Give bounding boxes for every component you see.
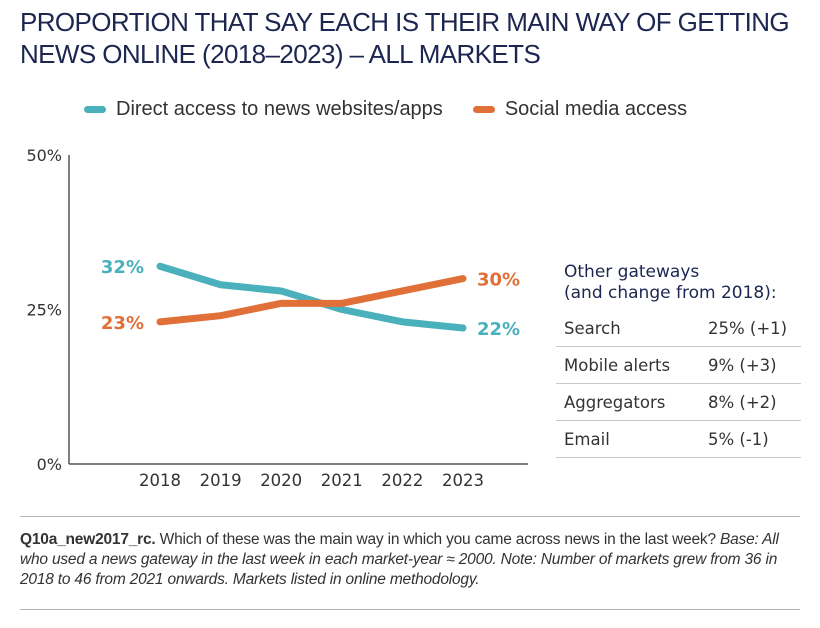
x-tick-label: 2020 (260, 471, 302, 490)
other-gateways-title: Other gateways (and change from 2018): (556, 262, 801, 304)
chart-title: PROPORTION THAT SAY EACH IS THEIR MAIN W… (20, 7, 790, 69)
x-tick-label: 2022 (381, 471, 423, 490)
gateway-row: Mobile alerts 9% (+3) (556, 347, 801, 384)
footnote-question-id: Q10a_new2017_rc. (20, 531, 156, 548)
gateway-value: 8% (+2) (708, 392, 777, 412)
footnote-base-note: Base: All who used a news gateway in the… (20, 531, 779, 588)
other-gateways-panel: Other gateways (and change from 2018): S… (556, 262, 801, 458)
x-tick-label: 2021 (321, 471, 363, 490)
legend-swatch-social (472, 106, 495, 113)
gateway-value: 5% (-1) (708, 429, 769, 449)
line-chart: 0% 25% 50% 2018 2019 2020 2021 2022 2023 32% 22%… (26, 146, 528, 490)
y-tick-label: 50% (26, 146, 62, 165)
x-tick-labels: 2018 2019 2020 2021 2022 2023 (139, 471, 484, 490)
data-label-end: 30% (477, 270, 520, 291)
x-tick-label: 2019 (200, 471, 242, 490)
data-label-start: 23% (101, 313, 144, 334)
legend-swatch-direct (84, 106, 106, 113)
y-tick-labels: 0% 25% 50% (26, 146, 62, 474)
gateway-name: Search (564, 318, 621, 338)
footnote: Q10a_new2017_rc. Which of these was the … (20, 530, 810, 590)
y-tick-label: 25% (26, 301, 62, 320)
data-label-start: 32% (101, 257, 144, 278)
series-lines (156, 262, 467, 332)
legend-label-social: Social media access (504, 98, 688, 120)
legend-label-direct: Direct access to news websites/apps (116, 98, 443, 120)
footnote-bottom-divider (20, 609, 800, 610)
data-label-end: 22% (477, 319, 520, 340)
gateway-row: Search 25% (+1) (556, 310, 801, 347)
gateway-name: Aggregators (564, 392, 666, 412)
other-gateways-title-line1: Other gateways (564, 262, 700, 282)
y-tick-label: 0% (37, 455, 62, 474)
series-line-social (156, 275, 467, 326)
gateway-name: Mobile alerts (564, 355, 671, 375)
gateway-row: Aggregators 8% (+2) (556, 384, 801, 421)
gateway-value: 9% (+3) (708, 355, 777, 375)
other-gateways-title-line2: (and change from 2018): (564, 283, 777, 303)
data-labels: 32% 22% 23% 30% (101, 257, 520, 340)
legend: Direct access to news websites/apps Soci… (84, 98, 717, 121)
gateway-value: 25% (+1) (708, 318, 788, 338)
legend-item-direct: Direct access to news websites/apps (84, 98, 443, 121)
x-tick-label: 2018 (139, 471, 181, 490)
footnote-question-text: Which of these was the main way in which… (155, 531, 720, 548)
gateway-row: Email 5% (-1) (556, 421, 801, 458)
legend-item-social: Social media access (472, 98, 688, 121)
x-tick-label: 2023 (442, 471, 484, 490)
gateway-name: Email (564, 429, 610, 449)
axes (68, 155, 528, 465)
footnote-top-divider (20, 516, 800, 517)
